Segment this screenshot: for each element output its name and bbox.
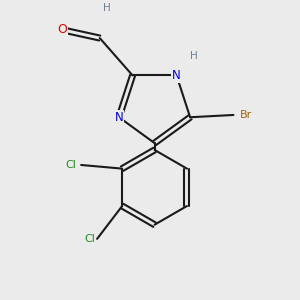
Text: N: N xyxy=(115,111,123,124)
Text: N: N xyxy=(172,69,181,82)
Text: H: H xyxy=(103,3,110,14)
Text: Cl: Cl xyxy=(84,234,95,244)
Text: Cl: Cl xyxy=(66,160,76,170)
Text: O: O xyxy=(57,23,67,36)
Text: H: H xyxy=(190,51,198,61)
Text: Br: Br xyxy=(240,110,253,120)
